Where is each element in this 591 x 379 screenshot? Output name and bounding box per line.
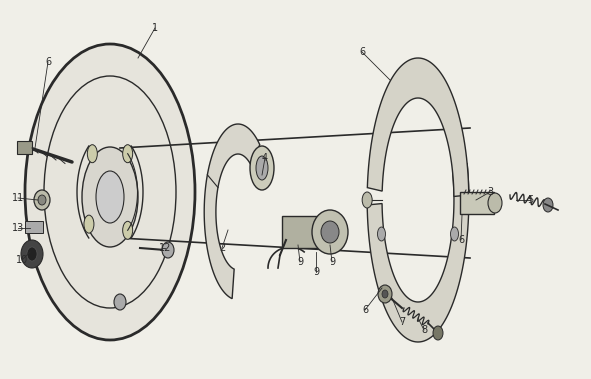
Text: 1: 1 [152, 23, 158, 33]
Text: 2: 2 [219, 243, 225, 253]
Ellipse shape [84, 215, 94, 233]
Text: 9: 9 [297, 257, 303, 267]
Ellipse shape [382, 290, 388, 298]
Text: 6: 6 [359, 47, 365, 57]
Text: 13: 13 [12, 223, 24, 233]
Ellipse shape [362, 192, 372, 208]
Ellipse shape [82, 147, 138, 247]
Text: 3: 3 [487, 187, 493, 197]
Ellipse shape [38, 195, 46, 205]
Ellipse shape [464, 192, 474, 208]
Text: 9: 9 [313, 267, 319, 277]
Ellipse shape [34, 190, 50, 210]
Ellipse shape [256, 156, 268, 180]
Ellipse shape [321, 221, 339, 243]
Text: 7: 7 [399, 317, 405, 327]
Ellipse shape [378, 285, 392, 303]
Ellipse shape [87, 145, 98, 163]
Ellipse shape [96, 171, 124, 223]
Ellipse shape [123, 145, 132, 163]
Text: 10: 10 [16, 255, 28, 265]
Ellipse shape [543, 198, 553, 212]
Ellipse shape [378, 227, 385, 241]
Text: 6: 6 [362, 305, 368, 315]
Polygon shape [367, 163, 469, 342]
Text: 4: 4 [262, 153, 268, 163]
Text: 11: 11 [12, 193, 24, 203]
Text: 6: 6 [45, 57, 51, 67]
Text: 5: 5 [527, 195, 533, 205]
Ellipse shape [250, 146, 274, 190]
Ellipse shape [114, 294, 126, 310]
Ellipse shape [25, 44, 195, 340]
FancyBboxPatch shape [25, 221, 43, 233]
FancyBboxPatch shape [17, 141, 32, 154]
Ellipse shape [433, 326, 443, 340]
Text: 9: 9 [329, 257, 335, 267]
FancyBboxPatch shape [282, 216, 324, 248]
Text: 12: 12 [159, 243, 171, 253]
Ellipse shape [123, 221, 132, 239]
Ellipse shape [162, 242, 174, 258]
Text: 8: 8 [421, 325, 427, 335]
Ellipse shape [21, 240, 43, 268]
Ellipse shape [312, 210, 348, 254]
Polygon shape [368, 58, 469, 196]
FancyBboxPatch shape [460, 192, 494, 214]
Ellipse shape [488, 193, 502, 213]
Ellipse shape [450, 227, 459, 241]
Polygon shape [204, 124, 259, 299]
Ellipse shape [27, 247, 37, 261]
Text: 6: 6 [458, 235, 464, 245]
